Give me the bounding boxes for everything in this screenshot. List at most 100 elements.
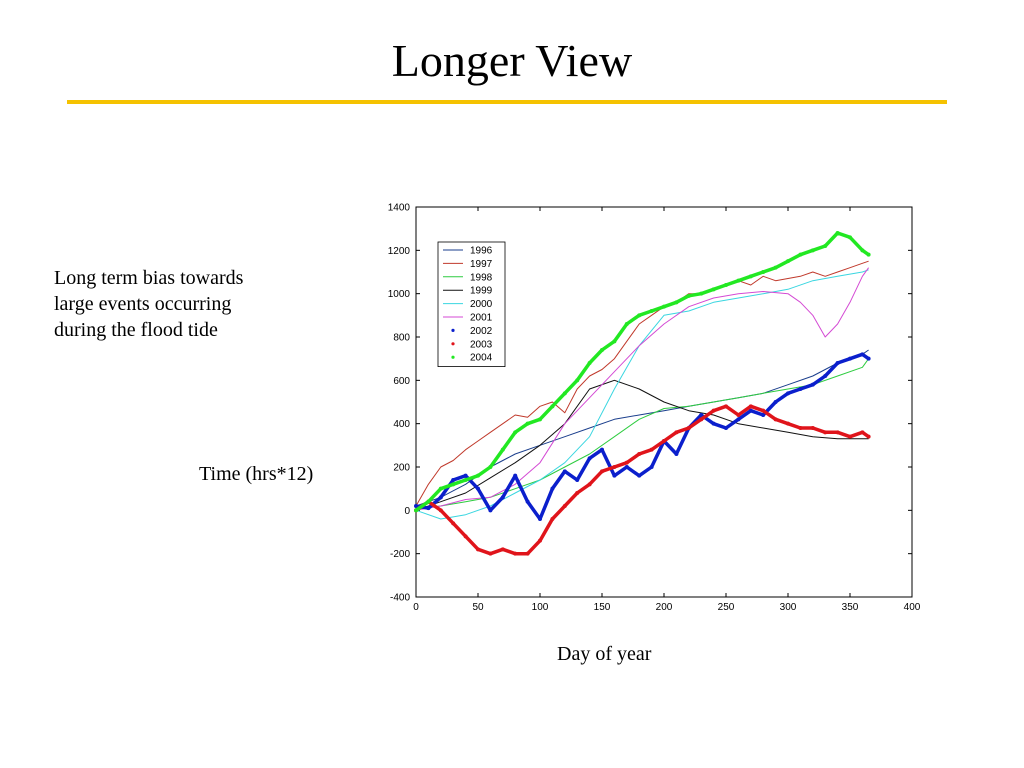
data-point-2003 bbox=[773, 417, 778, 422]
data-point-2004 bbox=[823, 244, 828, 248]
data-point-2003 bbox=[637, 452, 642, 456]
data-point-2002 bbox=[426, 506, 431, 511]
legend-label-1999: 1999 bbox=[470, 286, 493, 297]
series-line-1998 bbox=[415, 358, 870, 509]
data-point-2002 bbox=[438, 495, 443, 500]
data-point-2002 bbox=[612, 473, 617, 478]
data-point-2003 bbox=[575, 491, 580, 495]
data-point-2002 bbox=[748, 408, 753, 413]
data-point-2003 bbox=[438, 508, 443, 513]
data-point-2004 bbox=[711, 287, 716, 292]
data-point-2003 bbox=[662, 439, 666, 443]
series-line-2002 bbox=[415, 352, 870, 521]
series-line-1996 bbox=[415, 349, 869, 507]
data-point-2003 bbox=[649, 447, 654, 452]
data-point-2002 bbox=[451, 478, 456, 482]
legend-label-1996: 1996 bbox=[470, 246, 493, 257]
data-point-2004 bbox=[587, 361, 592, 365]
legend-label-1997: 1997 bbox=[470, 259, 493, 270]
x-tick-label: 250 bbox=[718, 602, 735, 613]
data-point-2002 bbox=[860, 352, 865, 357]
data-point-2002 bbox=[786, 391, 790, 396]
data-point-2002 bbox=[550, 486, 555, 491]
annotation-text: Long term bias towards large events occu… bbox=[54, 267, 244, 341]
data-point-2002 bbox=[761, 413, 766, 417]
y-tick-label: 600 bbox=[393, 376, 410, 387]
data-point-2002 bbox=[525, 499, 530, 504]
data-point-2003 bbox=[724, 404, 728, 409]
data-point-2003 bbox=[550, 517, 555, 521]
data-point-2004 bbox=[686, 293, 691, 298]
data-point-2004 bbox=[748, 274, 753, 279]
data-point-2003 bbox=[786, 421, 790, 426]
data-point-2002 bbox=[414, 504, 418, 508]
data-point-2002 bbox=[624, 465, 629, 469]
x-tick-label: 50 bbox=[472, 602, 484, 613]
legend-label-2004: 2004 bbox=[470, 353, 493, 364]
series-line-1997 bbox=[415, 260, 869, 507]
legend-label-2000: 2000 bbox=[470, 299, 493, 310]
x-tick-label: 100 bbox=[532, 602, 549, 613]
data-point-2003 bbox=[711, 408, 716, 413]
y-tick-label: 1000 bbox=[388, 289, 411, 300]
legend-marker-2004 bbox=[451, 355, 455, 359]
data-point-2002 bbox=[637, 473, 642, 478]
data-point-2004 bbox=[810, 248, 815, 253]
data-point-2003 bbox=[612, 465, 617, 469]
data-point-2002 bbox=[848, 356, 852, 361]
legend-label-2003: 2003 bbox=[470, 339, 493, 350]
x-tick-label: 400 bbox=[904, 602, 921, 613]
data-point-2004 bbox=[674, 300, 679, 305]
y-tick-label: 800 bbox=[393, 333, 410, 344]
data-point-2003 bbox=[513, 551, 518, 556]
data-point-2004 bbox=[736, 278, 741, 283]
data-point-2002 bbox=[463, 473, 468, 478]
legend-box bbox=[437, 241, 506, 367]
y-tick-label: 1400 bbox=[388, 203, 411, 214]
legend-marker-2002 bbox=[451, 328, 455, 332]
data-point-2003 bbox=[476, 547, 480, 552]
data-point-2004 bbox=[761, 270, 766, 274]
legend-label-2001: 2001 bbox=[470, 313, 493, 324]
y-tick-label: 1200 bbox=[388, 246, 411, 257]
data-point-2004 bbox=[575, 378, 580, 383]
slide-title: Longer View bbox=[391, 35, 633, 86]
data-point-2004 bbox=[798, 252, 803, 257]
title-underline bbox=[67, 100, 947, 104]
data-point-2004 bbox=[463, 478, 468, 482]
data-point-2003 bbox=[562, 504, 567, 508]
data-point-2002 bbox=[773, 400, 778, 404]
data-point-2002 bbox=[538, 517, 542, 521]
data-point-2002 bbox=[488, 508, 493, 513]
data-point-2004 bbox=[866, 252, 871, 257]
data-point-2004 bbox=[500, 447, 505, 452]
data-point-2003 bbox=[736, 413, 741, 417]
data-point-2002 bbox=[500, 495, 505, 500]
data-point-2002 bbox=[699, 413, 704, 417]
data-point-2004 bbox=[426, 499, 431, 504]
series-line-1999 bbox=[415, 379, 869, 511]
data-point-2003 bbox=[761, 408, 766, 413]
data-point-2002 bbox=[711, 421, 716, 426]
data-point-2002 bbox=[810, 382, 815, 387]
data-point-2002 bbox=[724, 426, 728, 430]
data-point-2004 bbox=[786, 259, 790, 264]
data-point-2003 bbox=[525, 551, 530, 556]
y-tick-label: -200 bbox=[390, 549, 410, 560]
data-point-2003 bbox=[848, 434, 852, 439]
data-point-2003 bbox=[748, 404, 753, 409]
y-tick-label: 0 bbox=[404, 506, 410, 517]
x-tick-label: 0 bbox=[413, 602, 419, 613]
data-point-2004 bbox=[438, 486, 443, 491]
data-point-2002 bbox=[798, 387, 803, 391]
data-point-2002 bbox=[513, 473, 518, 478]
data-point-2003 bbox=[860, 430, 865, 435]
data-point-2003 bbox=[699, 417, 704, 422]
data-point-2004 bbox=[600, 348, 604, 352]
data-point-2003 bbox=[463, 534, 468, 539]
data-point-2004 bbox=[662, 304, 666, 309]
data-point-2004 bbox=[699, 291, 704, 296]
x-tick-label: 200 bbox=[656, 602, 673, 613]
data-point-2002 bbox=[674, 452, 679, 456]
